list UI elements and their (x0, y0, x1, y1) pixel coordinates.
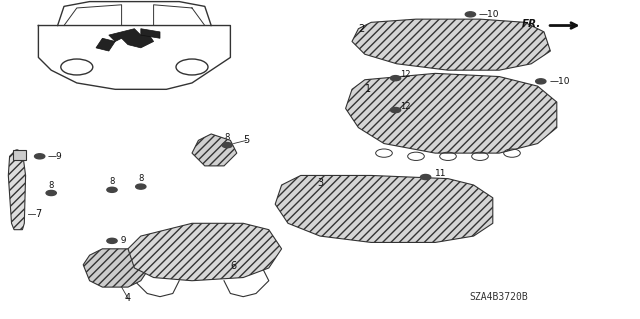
Text: 8: 8 (109, 177, 115, 186)
Circle shape (420, 174, 431, 180)
Text: 12: 12 (400, 102, 410, 111)
Circle shape (136, 184, 146, 189)
Circle shape (222, 143, 232, 148)
Circle shape (107, 238, 117, 243)
Polygon shape (128, 223, 282, 281)
Text: 4: 4 (125, 293, 131, 303)
Text: 1: 1 (365, 84, 371, 94)
Circle shape (46, 190, 56, 196)
Text: 8: 8 (225, 133, 230, 142)
Text: 9: 9 (115, 236, 127, 245)
Circle shape (390, 76, 401, 81)
Text: 6: 6 (230, 261, 237, 271)
Text: 3: 3 (317, 178, 323, 189)
Polygon shape (141, 29, 160, 38)
Text: SZA4B3720B: SZA4B3720B (470, 292, 529, 302)
Polygon shape (346, 73, 557, 153)
Polygon shape (275, 175, 493, 242)
Polygon shape (13, 150, 26, 160)
Polygon shape (352, 19, 550, 70)
Circle shape (465, 12, 476, 17)
Circle shape (35, 154, 45, 159)
Text: 8: 8 (138, 174, 143, 183)
Text: 11: 11 (435, 169, 447, 178)
Polygon shape (8, 150, 26, 230)
Polygon shape (192, 134, 237, 166)
Circle shape (107, 187, 117, 192)
Text: —10: —10 (549, 77, 570, 86)
Circle shape (390, 108, 401, 113)
Text: 2: 2 (358, 24, 365, 34)
Text: 5: 5 (243, 135, 250, 145)
Text: 12: 12 (400, 70, 410, 79)
Polygon shape (96, 38, 115, 51)
Text: 7: 7 (35, 209, 42, 219)
Polygon shape (83, 249, 147, 287)
Text: 8: 8 (49, 181, 54, 189)
Text: —9: —9 (48, 152, 63, 161)
Text: —10: —10 (479, 10, 499, 19)
Polygon shape (109, 29, 154, 48)
Circle shape (536, 79, 546, 84)
Text: FR.: FR. (522, 19, 541, 29)
